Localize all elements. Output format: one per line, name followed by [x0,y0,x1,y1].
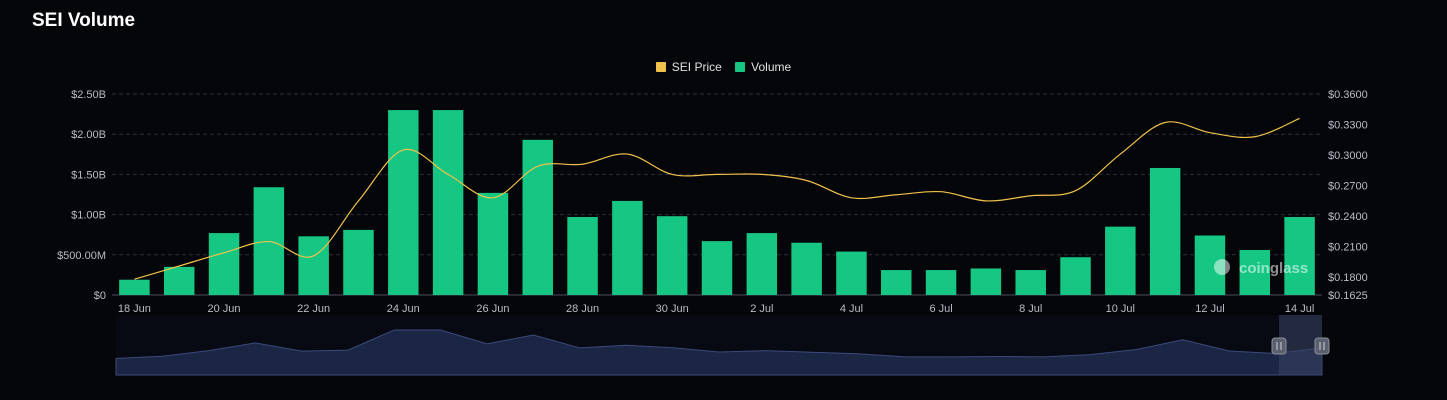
left-tick-label: $0 [94,290,106,302]
volume-bar[interactable] [477,192,509,295]
right-tick-label: $0.2100 [1328,242,1368,254]
coinglass-logo-icon [1214,259,1230,275]
legend-label-volume: Volume [751,60,792,74]
x-tick-label: 2 Jul [750,303,773,315]
volume-bar[interactable] [701,241,733,295]
left-axis-ticks: $0 $500.00M $1.00B $1.50B $2.00B $2.50B [57,89,106,302]
x-tick-label: 28 Jun [566,303,599,315]
right-tick-label: $0.3600 [1328,89,1368,101]
legend: SEI Price Volume [0,60,1447,75]
volume-bar[interactable] [522,139,553,295]
volume-bar[interactable] [432,110,464,295]
navigator-area [115,329,1323,376]
x-tick-label: 6 Jul [929,303,952,315]
x-tick-label: 20 Jun [208,303,241,315]
legend-item-volume[interactable]: Volume [735,60,791,74]
volume-bar[interactable] [1149,167,1181,295]
right-tick-label: $0.1625 [1328,290,1368,302]
left-tick-label: $2.50B [71,89,106,101]
right-tick-label: $0.2400 [1328,211,1368,223]
left-tick-label: $1.50B [71,169,106,181]
volume-bar[interactable] [791,242,822,295]
left-tick-label: $2.00B [71,129,106,141]
legend-label-price: SEI Price [671,60,722,74]
price-line [134,117,1300,280]
left-tick-label: $500.00M [57,250,106,262]
range-navigator[interactable] [115,315,1330,376]
volume-bars [119,110,1315,295]
volume-bar[interactable] [343,229,374,295]
volume-bar[interactable] [656,216,688,295]
x-tick-label: 22 Jun [297,303,330,315]
x-tick-label: 12 Jul [1195,303,1224,315]
legend-swatch-price [655,62,666,72]
volume-bar[interactable] [1284,217,1315,295]
volume-bar[interactable] [1015,270,1046,295]
navigator-handle-left[interactable] [1271,337,1287,355]
volume-bar[interactable] [970,268,1002,295]
volume-bar[interactable] [925,270,957,295]
volume-bar[interactable] [836,251,867,295]
watermark-logo: coinglass [1214,259,1308,277]
legend-swatch-volume [735,62,746,72]
right-axis-ticks: $0.1625 $0.1800 $0.2100 $0.2400 $0.2700 $0.30… [1328,89,1368,302]
x-axis-ticks: 18 Jun 20 Jun 22 Jun 24 Jun 26 Jun 28 Jun 30 J… [118,303,1314,315]
x-tick-label: 8 Jul [1019,303,1042,315]
right-tick-label: $0.2700 [1328,181,1368,193]
volume-bar[interactable] [1060,257,1091,295]
chart-title: SEI Volume [32,10,136,31]
x-tick-label: 10 Jul [1106,303,1135,315]
volume-bar[interactable] [208,233,240,295]
right-tick-label: $0.3300 [1328,120,1368,132]
right-tick-label: $0.3000 [1328,150,1368,162]
x-tick-label: 18 Jun [118,303,151,315]
volume-bar[interactable] [119,279,150,295]
x-tick-label: 4 Jul [840,303,863,315]
x-tick-label: 30 Jun [656,303,689,315]
volume-bar[interactable] [388,110,419,295]
volume-bar[interactable] [298,236,329,295]
watermark-text: coinglass [1239,260,1308,277]
volume-bar[interactable] [1105,226,1136,295]
volume-bar[interactable] [567,217,598,295]
volume-bar[interactable] [612,200,643,295]
volume-bar[interactable] [163,266,195,295]
legend-item-sei-price[interactable]: SEI Price [655,60,722,74]
volume-bar[interactable] [1239,249,1271,295]
right-tick-label: $0.1800 [1328,272,1368,284]
navigator-handle-right[interactable] [1314,337,1330,355]
volume-bar[interactable] [746,233,778,295]
volume-bar[interactable] [881,270,912,295]
x-tick-label: 26 Jun [476,303,509,315]
left-tick-label: $1.00B [71,210,106,222]
x-tick-label: 24 Jun [387,303,420,315]
x-tick-label: 14 Jul [1285,303,1314,315]
